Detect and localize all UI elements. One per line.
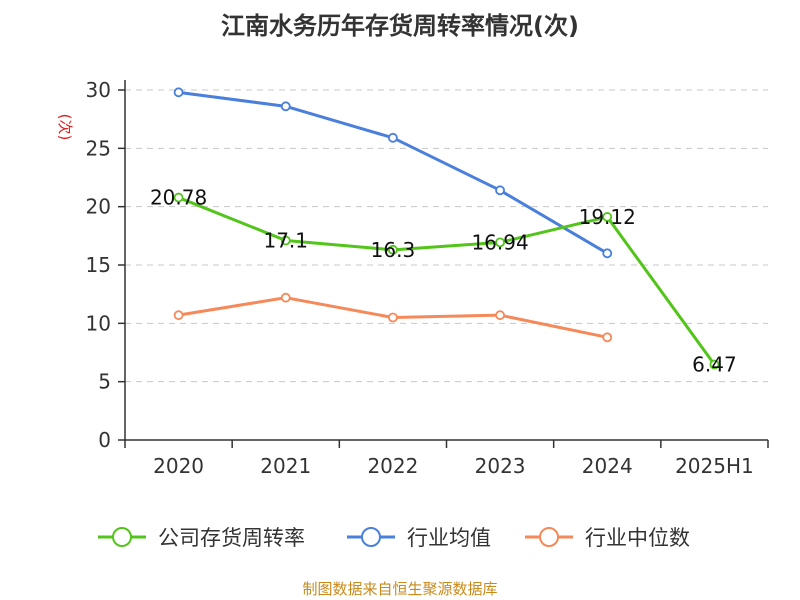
series-0-point — [388, 244, 398, 255]
series-2-point — [173, 310, 184, 321]
data-label: 16.94 — [471, 230, 528, 254]
legend-swatch-marker — [112, 527, 132, 547]
series-1-point — [280, 101, 291, 112]
y-tick-label: 30 — [86, 78, 111, 102]
grid-lines — [125, 89, 768, 383]
data-label: 16.3 — [371, 238, 416, 262]
x-tick-label: 2021 — [260, 454, 311, 478]
series-lines — [173, 87, 720, 370]
data-labels: 20.78 17.1 16.3 16.94 19.12 6.47 — [150, 186, 737, 377]
y-axis-unit-label: (次) — [56, 114, 74, 141]
series-1-point — [173, 87, 184, 98]
data-label: 19.12 — [579, 205, 636, 229]
y-tick-label: 20 — [86, 195, 111, 219]
y-tick-label: 0 — [98, 428, 111, 452]
chart-title: 江南水务历年存货周转率情况(次) — [221, 12, 579, 40]
y-tick-label: 25 — [86, 136, 111, 160]
series-2-point — [280, 292, 291, 303]
x-tick-label: 2022 — [367, 454, 418, 478]
legend-label: 行业中位数 — [585, 526, 690, 550]
data-label: 6.47 — [692, 353, 737, 377]
legend-swatch-marker — [361, 527, 381, 547]
x-tick-label: 2023 — [475, 454, 526, 478]
x-tick-label: 2025H1 — [675, 454, 754, 478]
legend-swatch-marker — [539, 527, 559, 547]
series-2-point — [388, 312, 398, 323]
data-label: 17.1 — [263, 229, 308, 253]
source-note: 制图数据来自恒生聚源数据库 — [302, 580, 497, 598]
data-label: 20.78 — [150, 186, 207, 210]
y-tick-label: 15 — [86, 253, 111, 277]
series-line-0 — [178, 196, 716, 366]
legend-label: 公司存货周转率 — [158, 526, 305, 550]
series-0-point — [602, 212, 613, 222]
series-line-1 — [178, 90, 609, 255]
y-axis-ticks: 0 5 10 15 20 25 30 — [86, 78, 125, 452]
series-2-point — [495, 310, 505, 321]
x-axis-ticks: 2020 2021 2022 2023 2024 2025H1 — [124, 440, 769, 478]
legend: 公司存货周转率 行业均值 行业中位数 — [98, 526, 690, 550]
axes — [124, 80, 768, 441]
series-0-point — [709, 359, 720, 370]
series-0-point — [173, 192, 184, 203]
series-1-point — [495, 185, 505, 196]
x-tick-label: 2024 — [582, 454, 633, 478]
x-tick-label: 2020 — [153, 454, 204, 478]
y-tick-label: 10 — [86, 311, 111, 335]
y-tick-label: 5 — [98, 370, 111, 394]
series-0-point — [495, 237, 505, 248]
legend-label: 行业均值 — [407, 526, 491, 550]
series-1-point — [602, 248, 613, 259]
series-2-point — [602, 332, 613, 343]
series-1-point — [388, 132, 398, 143]
series-0-point — [280, 235, 291, 246]
